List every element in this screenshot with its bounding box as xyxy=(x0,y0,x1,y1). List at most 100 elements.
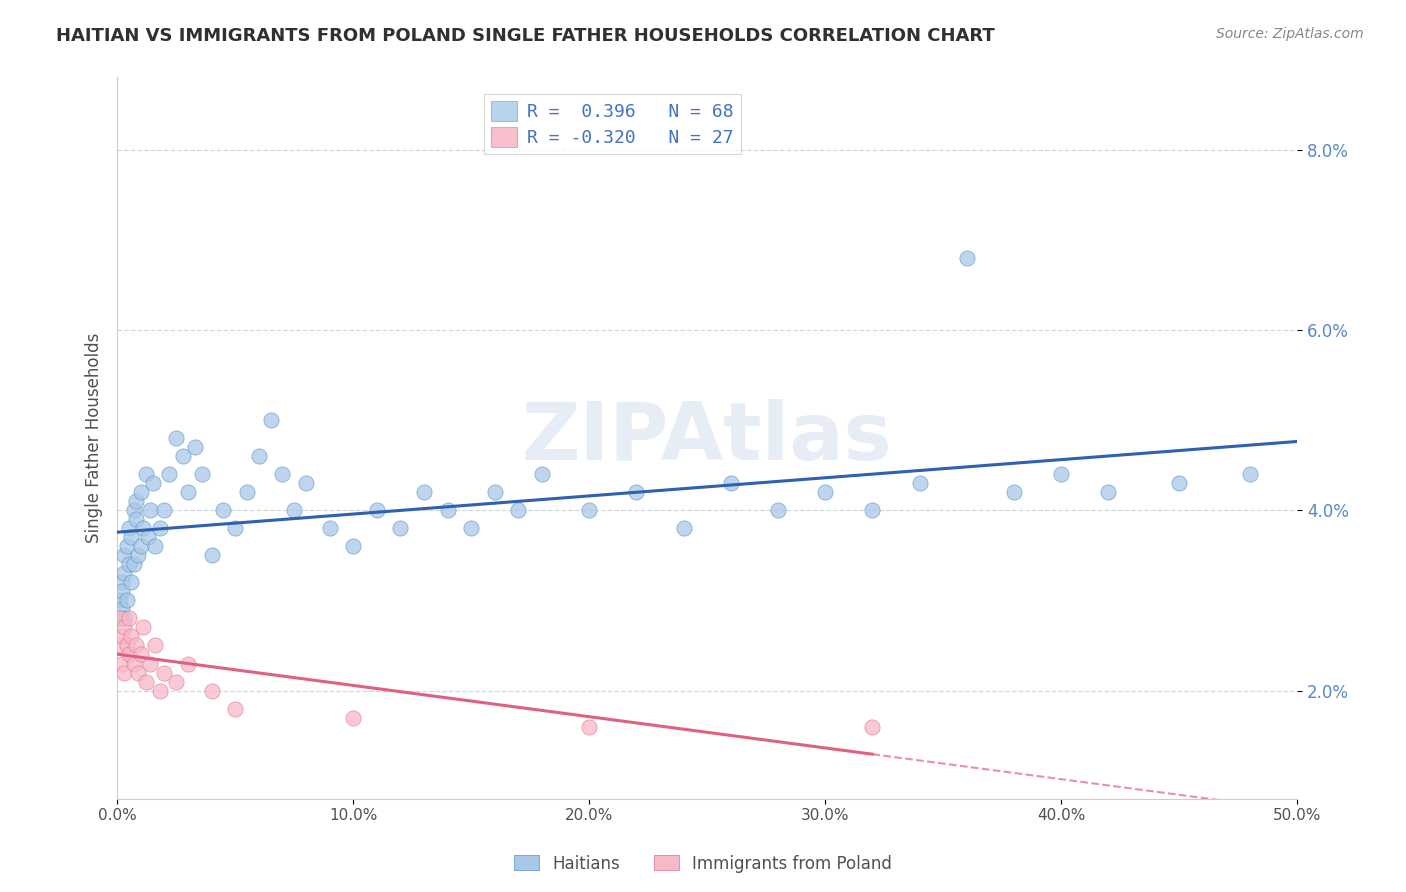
Point xyxy=(224,521,246,535)
Point xyxy=(1239,467,1261,482)
Point xyxy=(908,476,931,491)
Point xyxy=(134,467,156,482)
Point xyxy=(111,630,134,644)
Point xyxy=(165,674,187,689)
Legend: Haitians, Immigrants from Poland: Haitians, Immigrants from Poland xyxy=(508,848,898,880)
Point xyxy=(112,620,135,634)
Text: ZIPAtlas: ZIPAtlas xyxy=(522,399,893,477)
Point xyxy=(111,575,134,590)
Point xyxy=(626,485,648,500)
Point xyxy=(283,503,305,517)
Point xyxy=(125,494,148,508)
Y-axis label: Single Father Households: Single Father Households xyxy=(86,333,103,543)
Point xyxy=(132,620,155,634)
Point xyxy=(136,530,159,544)
Point xyxy=(132,521,155,535)
Point xyxy=(956,251,979,265)
Point xyxy=(115,539,138,553)
Point xyxy=(366,503,388,517)
Point xyxy=(165,431,187,445)
Point xyxy=(112,566,135,581)
Point xyxy=(1168,476,1191,491)
Point xyxy=(1002,485,1025,500)
Point xyxy=(1050,467,1073,482)
Point xyxy=(342,710,364,724)
Point xyxy=(342,539,364,553)
Point xyxy=(122,503,145,517)
Point xyxy=(122,558,145,572)
Point xyxy=(212,503,235,517)
Point xyxy=(460,521,482,535)
Point xyxy=(860,720,883,734)
Point xyxy=(860,503,883,517)
Point xyxy=(112,665,135,680)
Point xyxy=(153,665,176,680)
Point xyxy=(814,485,837,500)
Point xyxy=(236,485,259,500)
Point xyxy=(134,674,156,689)
Point xyxy=(108,639,131,653)
Point xyxy=(118,611,141,625)
Point xyxy=(143,539,166,553)
Point xyxy=(143,639,166,653)
Point xyxy=(578,503,600,517)
Point xyxy=(108,593,131,607)
Point xyxy=(127,665,149,680)
Point xyxy=(118,521,141,535)
Point xyxy=(142,476,165,491)
Point xyxy=(224,701,246,715)
Point xyxy=(125,512,148,526)
Point xyxy=(436,503,458,517)
Point xyxy=(139,503,162,517)
Point xyxy=(672,521,695,535)
Point xyxy=(177,657,200,671)
Point xyxy=(720,476,742,491)
Point xyxy=(295,476,318,491)
Point xyxy=(172,449,194,463)
Point xyxy=(271,467,294,482)
Point xyxy=(120,530,142,544)
Point xyxy=(191,467,214,482)
Point xyxy=(108,611,131,625)
Point xyxy=(389,521,412,535)
Point xyxy=(247,449,270,463)
Point xyxy=(115,593,138,607)
Point xyxy=(149,521,172,535)
Point xyxy=(200,683,222,698)
Point xyxy=(115,639,138,653)
Point xyxy=(530,467,553,482)
Point xyxy=(508,503,530,517)
Point xyxy=(122,657,145,671)
Point xyxy=(129,648,152,662)
Point xyxy=(118,558,141,572)
Point xyxy=(112,611,135,625)
Point xyxy=(157,467,180,482)
Point xyxy=(1097,485,1119,500)
Point xyxy=(120,630,142,644)
Point xyxy=(112,549,135,563)
Point xyxy=(149,683,172,698)
Point xyxy=(111,584,134,599)
Point xyxy=(484,485,506,500)
Point xyxy=(259,413,281,427)
Point xyxy=(578,720,600,734)
Point xyxy=(129,539,152,553)
Point xyxy=(108,611,131,625)
Point xyxy=(184,440,207,454)
Point xyxy=(200,549,222,563)
Point xyxy=(766,503,789,517)
Point xyxy=(153,503,176,517)
Point xyxy=(413,485,436,500)
Point xyxy=(120,575,142,590)
Point xyxy=(118,648,141,662)
Point xyxy=(177,485,200,500)
Legend: R =  0.396   N = 68, R = -0.320   N = 27: R = 0.396 N = 68, R = -0.320 N = 27 xyxy=(484,94,741,154)
Point xyxy=(111,657,134,671)
Point xyxy=(318,521,340,535)
Point xyxy=(125,639,148,653)
Text: Source: ZipAtlas.com: Source: ZipAtlas.com xyxy=(1216,27,1364,41)
Text: HAITIAN VS IMMIGRANTS FROM POLAND SINGLE FATHER HOUSEHOLDS CORRELATION CHART: HAITIAN VS IMMIGRANTS FROM POLAND SINGLE… xyxy=(56,27,995,45)
Point xyxy=(129,485,152,500)
Point xyxy=(139,657,162,671)
Point xyxy=(127,549,149,563)
